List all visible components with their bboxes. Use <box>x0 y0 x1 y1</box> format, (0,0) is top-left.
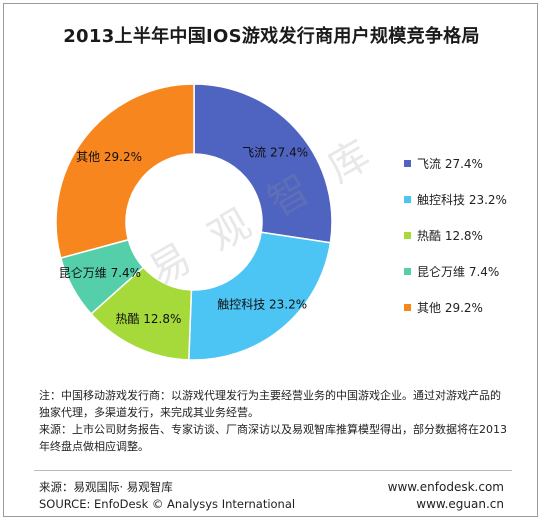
legend-item-4: 其他 29.2% <box>404 298 507 316</box>
donut-slice-0 <box>193 83 333 244</box>
legend-swatch-3 <box>404 267 411 275</box>
legend-swatch-0 <box>404 159 411 167</box>
legend-label-0: 飞流 27.4% <box>417 156 483 171</box>
legend-item-0: 飞流 27.4% <box>404 154 507 172</box>
footer-source: 来源：易观国际· 易观智库 SOURCE: EnfoDesk © Analysy… <box>39 479 295 513</box>
legend: 飞流 27.4% 触控科技 23.2% 热酷 12.8% 昆仑万维 7.4% 其他 29… <box>404 154 507 334</box>
slice-label-0: 飞流 27.4% <box>242 145 308 159</box>
source-cn: 来源：易观国际· 易观智库 <box>39 480 173 494</box>
legend-item-2: 热酷 12.8% <box>404 226 507 244</box>
source-en: SOURCE: EnfoDesk © Analysys Internationa… <box>39 497 296 511</box>
notes: 注：中国移动游戏发行商：以游戏代理发行为主要经营业务的中国游戏企业。通过对游戏产… <box>39 387 509 455</box>
legend-swatch-4 <box>404 303 411 311</box>
chart-title: 2013上半年中国IOS游戏发行商用户规模竞争格局 <box>63 26 480 47</box>
legend-label-4: 其他 29.2% <box>417 300 483 315</box>
footer-divider <box>34 470 512 471</box>
slice-label-1: 触控科技 23.2% <box>217 297 307 311</box>
legend-swatch-1 <box>404 195 411 203</box>
note-definition: 注：中国移动游戏发行商：以游戏代理发行为主要经营业务的中国游戏企业。通过对游戏产… <box>39 389 501 419</box>
legend-label-3: 昆仑万维 7.4% <box>417 264 500 279</box>
legend-label-2: 热酷 12.8% <box>417 228 483 243</box>
url-eguan[interactable]: www.eguan.cn <box>416 497 504 511</box>
slice-label-4: 其他 29.2% <box>76 150 142 164</box>
slice-label-2: 热酷 12.8% <box>115 312 181 326</box>
donut-slice-4 <box>55 83 195 259</box>
slice-label-3: 昆仑万维 7.4% <box>59 266 141 280</box>
legend-item-1: 触控科技 23.2% <box>404 190 507 208</box>
chart-frame: 2013上半年中国IOS游戏发行商用户规模竞争格局 飞流 27.4% 触控科技 2… <box>3 3 538 517</box>
donut-chart: 飞流 27.4% 触控科技 23.2% 热酷 12.8% 昆仑万维 7.4% 其他 29… <box>55 83 333 361</box>
legend-label-1: 触控科技 23.2% <box>417 192 507 207</box>
url-enfodesk[interactable]: www.enfodesk.com <box>387 480 504 494</box>
legend-item-3: 昆仑万维 7.4% <box>404 262 507 280</box>
footer-urls: www.enfodesk.com www.eguan.cn <box>388 479 504 513</box>
note-source: 来源：上市公司财务报告、专家访谈、厂商深访以及易观智库推算模型得出，部分数据将在… <box>39 423 507 453</box>
legend-swatch-2 <box>404 231 411 239</box>
donut-slice-1 <box>188 231 332 361</box>
